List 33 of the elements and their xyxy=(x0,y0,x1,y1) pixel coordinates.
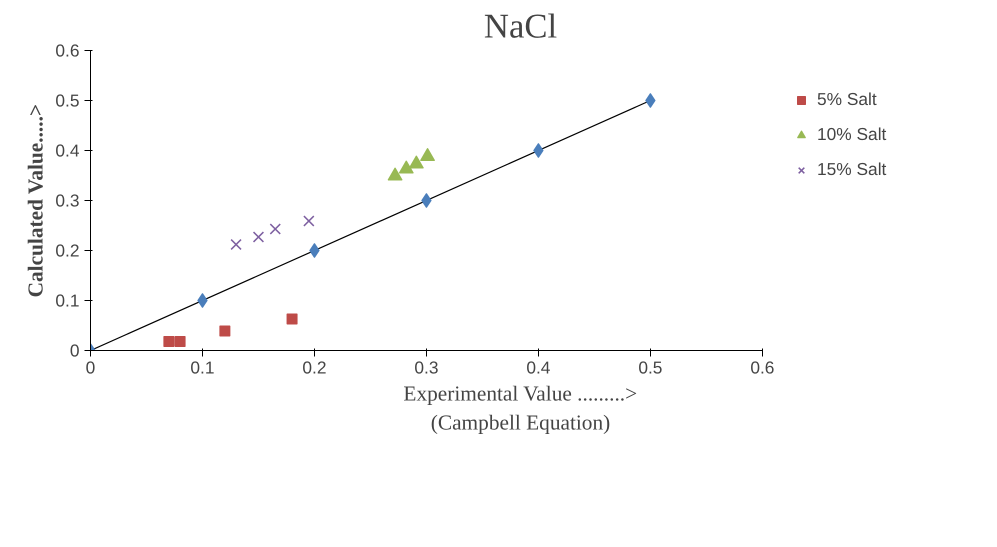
point xyxy=(219,326,230,336)
point xyxy=(197,293,208,308)
x-axis-title: Experimental Value .........> (Campbell Equation) xyxy=(403,382,638,434)
point xyxy=(286,314,298,324)
point xyxy=(174,336,186,347)
point xyxy=(645,93,656,108)
legend-label: 10% Salt xyxy=(817,124,886,145)
x-tick-label: 0.5 xyxy=(638,358,662,378)
x-tick-label: 0.2 xyxy=(302,358,327,378)
point xyxy=(303,215,315,227)
y-tick-label: 0.4 xyxy=(55,140,80,160)
y-tick-label: 0.6 xyxy=(55,40,80,60)
x-tick-label: 0.6 xyxy=(750,358,774,378)
y-tick-label: 0.2 xyxy=(55,240,80,260)
point xyxy=(533,143,544,158)
point xyxy=(252,231,264,243)
point xyxy=(309,243,320,258)
x-tick-label: 0.4 xyxy=(526,358,551,378)
y-tick-label: 0.5 xyxy=(55,90,80,110)
point xyxy=(270,223,281,235)
x-tick-label: 0 xyxy=(86,358,96,378)
y-tick-label: 0 xyxy=(70,340,80,360)
y-tick-label: 0.1 xyxy=(55,290,80,310)
point xyxy=(230,238,242,250)
x-tick-label: 0.1 xyxy=(190,358,215,378)
point xyxy=(421,193,432,208)
y-tick-label: 0.3 xyxy=(55,190,80,210)
legend-label: 15% Salt xyxy=(817,159,886,180)
x-tick-label: 0.3 xyxy=(414,358,438,378)
point xyxy=(163,336,174,347)
chart-title: NaCl xyxy=(484,8,558,46)
y-axis-title: Calculated Value.....> xyxy=(23,104,48,298)
legend-label: 5% Salt xyxy=(817,89,877,110)
